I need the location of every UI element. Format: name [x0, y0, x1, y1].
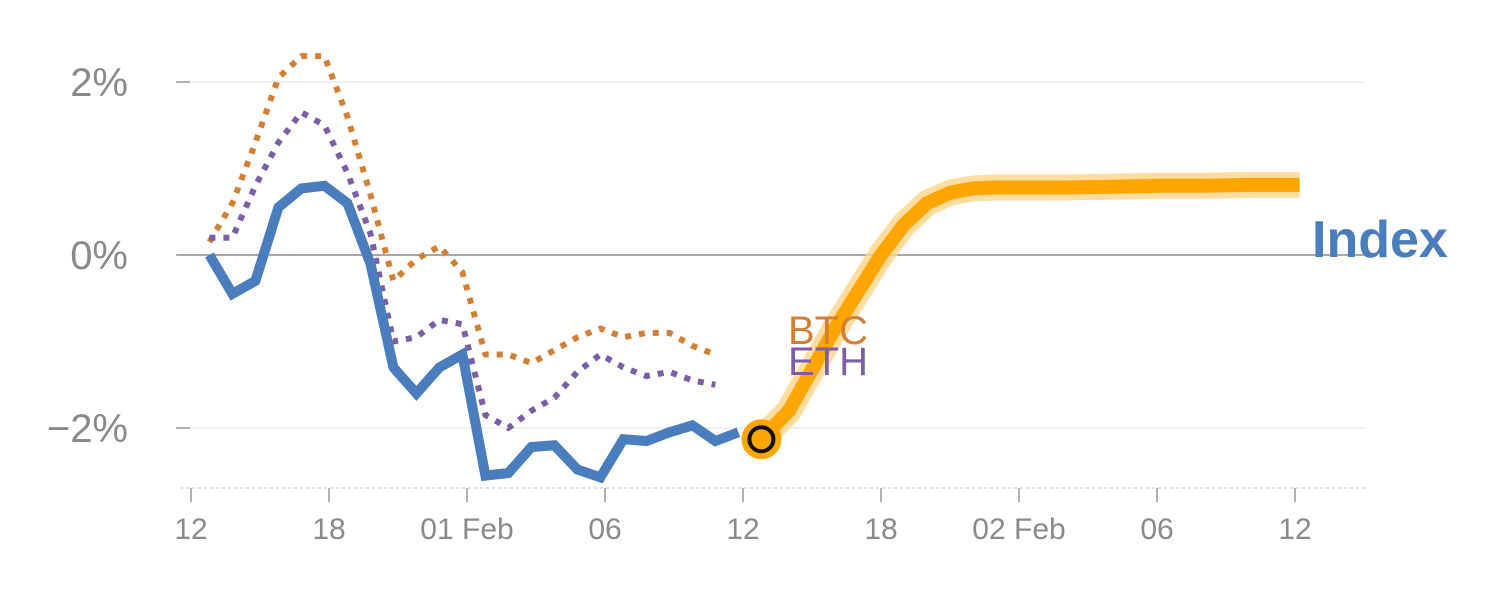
y-tick-label: 2% — [70, 61, 128, 105]
series-label-index: Index — [1312, 211, 1448, 269]
x-tick-label: 06 — [1140, 513, 1173, 546]
series-line-index — [205, 180, 741, 484]
series-label-btc: BTC — [788, 309, 868, 353]
forecast-start-marker — [747, 425, 776, 454]
x-tick-label: 12 — [726, 513, 759, 546]
x-tick-label: 18 — [312, 513, 345, 546]
x-tick-label: 02 Feb — [972, 513, 1065, 546]
y-tick-label: −2% — [47, 407, 128, 451]
forecast-line — [756, 177, 1300, 445]
x-tick-label: 18 — [864, 513, 897, 546]
series-layer — [205, 53, 1300, 484]
x-tick-label: 01 Feb — [420, 513, 513, 546]
marker-layer — [741, 419, 782, 460]
axis-layer: 2% 0% −2% 12 18 01 Feb 06 12 18 02 Feb 06 12 — [47, 61, 1365, 546]
series-line-eth — [209, 109, 716, 431]
x-tick-label: 12 — [1278, 513, 1311, 546]
y-tick-label: 0% — [70, 234, 128, 278]
label-layer: BTC ETH Index — [788, 211, 1448, 384]
x-tick-label: 12 — [174, 513, 207, 546]
x-tick-label: 06 — [588, 513, 621, 546]
series-label-eth: ETH — [788, 340, 868, 384]
grid-layer — [180, 81, 1365, 429]
series-line-btc — [206, 53, 717, 367]
